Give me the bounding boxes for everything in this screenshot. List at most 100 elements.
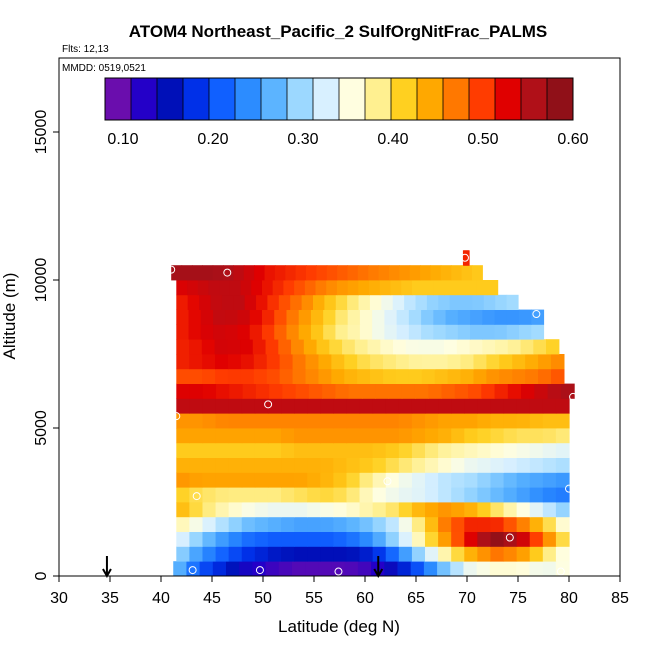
heatmap-cell (255, 383, 270, 399)
heatmap-cell (372, 516, 387, 532)
heatmap-cell (378, 265, 390, 281)
heatmap-cell (477, 428, 492, 444)
heatmap-cell (451, 442, 465, 458)
heatmap-cell (525, 354, 539, 370)
heatmap-cell (283, 280, 295, 296)
heatmap-cell (318, 354, 332, 370)
heatmap-cell (346, 502, 361, 518)
heatmap-cell (254, 531, 269, 547)
heatmap-cell (303, 339, 318, 355)
heatmap-cell (307, 442, 321, 458)
x-tick-label: 85 (611, 590, 629, 607)
heatmap-cell (560, 383, 575, 399)
heatmap-cell (384, 309, 398, 325)
heatmap-cell (241, 502, 256, 518)
colorbar-tick-label: 0.10 (107, 131, 138, 148)
heatmap-cell (333, 442, 348, 458)
heatmap-cell (290, 294, 303, 310)
heatmap-cell (516, 531, 531, 547)
heatmap-cell (531, 324, 545, 340)
heatmap-cell (326, 265, 338, 281)
colorbar-swatch (313, 78, 340, 120)
heatmap-cell (422, 280, 434, 296)
heatmap-cell (295, 265, 307, 281)
heatmap-cell (385, 531, 400, 547)
heatmap-cell (385, 442, 400, 458)
heatmap-cell (240, 368, 255, 384)
heatmap-cell (438, 413, 452, 429)
heatmap-cell (320, 413, 334, 429)
heatmap-cell (385, 457, 400, 473)
heatmap-cell (468, 250, 470, 266)
sample-point (383, 477, 392, 486)
colorbar-swatch (183, 78, 210, 120)
heatmap-cell (454, 280, 467, 296)
heatmap-cell (486, 280, 499, 296)
heatmap-cell (359, 546, 374, 562)
heatmap-cell (307, 487, 321, 503)
heatmap-cell (252, 561, 267, 577)
heatmap-cell (506, 309, 520, 325)
heatmap-cell (398, 487, 413, 503)
heatmap-cell (506, 294, 519, 310)
heatmap-cell (337, 265, 349, 281)
heatmap-cell (208, 280, 220, 296)
heatmap-cell (301, 294, 314, 310)
heatmap-cell (320, 428, 334, 444)
heatmap-cell (529, 561, 544, 577)
heatmap-cell (346, 472, 361, 488)
heatmap-cell (254, 472, 269, 488)
heatmap-cell (281, 428, 295, 444)
heatmap-cell (398, 531, 413, 547)
sample-point (188, 566, 197, 575)
heatmap-cell (451, 398, 465, 414)
heatmap-cell (359, 472, 374, 488)
heatmap-cell (477, 531, 492, 547)
heatmap-cell (176, 413, 190, 429)
heatmap-cell (477, 413, 492, 429)
heatmap-cell (384, 561, 399, 577)
heatmap-cell (318, 561, 333, 577)
heatmap-cell (490, 546, 505, 562)
y-tick-label: 5000 (33, 410, 50, 446)
heatmap-cell (451, 516, 465, 532)
sample-point (223, 268, 232, 277)
heatmap-cell (176, 280, 188, 296)
heatmap-cell (490, 531, 505, 547)
heatmap-cell (471, 265, 483, 281)
heatmap-cell (503, 561, 517, 577)
heatmap-cell (499, 354, 513, 370)
heatmap-cell (447, 354, 462, 370)
heatmap-cell (254, 413, 269, 429)
heatmap-cell (294, 398, 308, 414)
heatmap-cell (411, 413, 426, 429)
heatmap-cell (221, 294, 234, 310)
heatmap-cell (267, 413, 282, 429)
heatmap-cell (176, 457, 190, 473)
heatmap-cell (503, 457, 518, 473)
heatmap-cell (398, 442, 413, 458)
heatmap-cell (465, 280, 477, 296)
heatmap-cell (398, 546, 413, 562)
heatmap-cell (359, 413, 374, 429)
heatmap-cell (253, 354, 268, 370)
heatmap-cell (358, 280, 370, 296)
heatmap-cell (176, 368, 190, 384)
heatmap-cell (529, 398, 544, 414)
heatmap-cell (431, 339, 445, 355)
heatmap-cell (308, 383, 323, 399)
heatmap-cell (516, 398, 531, 414)
heatmap-cell (333, 398, 348, 414)
heatmap-cell (385, 413, 400, 429)
y-tick-label: 10000 (33, 258, 50, 303)
y-tick-label: 15000 (33, 110, 50, 155)
heatmap-cell (359, 428, 374, 444)
heatmap-cell (438, 457, 452, 473)
heatmap-cell (215, 546, 230, 562)
colorbar-swatch (209, 78, 236, 120)
heatmap-cell (241, 428, 256, 444)
heatmap-cell (359, 398, 374, 414)
heatmap-cell (291, 561, 306, 577)
heatmap-cell (555, 516, 570, 532)
heatmap-cell (285, 265, 297, 281)
